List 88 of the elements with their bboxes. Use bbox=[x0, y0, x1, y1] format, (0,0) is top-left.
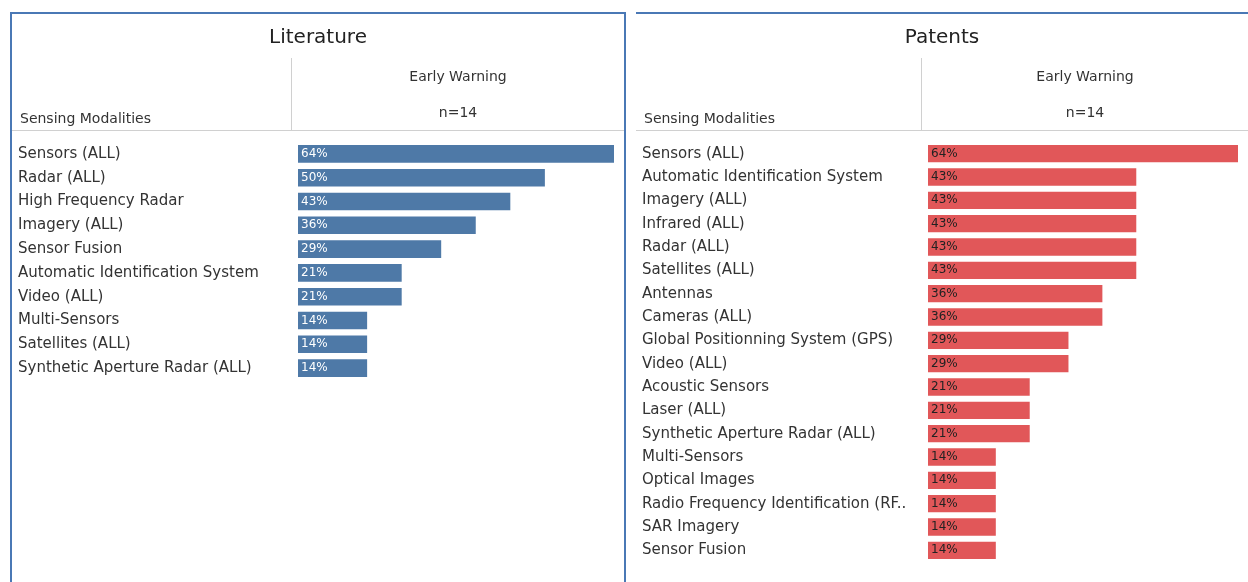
y-tick-label: Acoustic Sensors bbox=[642, 376, 770, 395]
data-label: 64% bbox=[301, 146, 328, 161]
y-tick-label: Sensors (ALL) bbox=[642, 143, 745, 162]
y-axis-title: Sensing Modalities bbox=[12, 58, 292, 130]
y-tick-label: Laser (ALL) bbox=[642, 400, 727, 419]
y-tick-label: Sensor Fusion bbox=[18, 238, 123, 257]
data-label: 21% bbox=[931, 402, 958, 417]
y-tick-label: Radar (ALL) bbox=[642, 236, 730, 255]
data-label: 43% bbox=[301, 193, 328, 208]
y-tick-label: Global Positionning System (GPS) bbox=[642, 330, 894, 349]
data-label: 14% bbox=[931, 495, 958, 510]
y-tick-label: Sensor Fusion bbox=[642, 540, 747, 559]
data-label: 64% bbox=[931, 145, 958, 160]
bar bbox=[928, 308, 1103, 326]
chart-subtitle: n=14 bbox=[437, 104, 479, 120]
y-tick-label: Satellites (ALL) bbox=[18, 334, 131, 353]
y-tick-label: High Frequency Radar bbox=[18, 191, 185, 210]
data-label: 29% bbox=[301, 241, 328, 256]
bar bbox=[928, 285, 1103, 303]
data-label: 50% bbox=[301, 169, 328, 184]
y-tick-label: Infrared (ALL) bbox=[642, 213, 745, 232]
data-label: 36% bbox=[931, 309, 958, 324]
bar bbox=[928, 238, 1137, 256]
bar bbox=[928, 401, 1030, 419]
data-label: 21% bbox=[931, 379, 958, 394]
data-label: 21% bbox=[301, 288, 328, 303]
y-tick-label: Sensors (ALL) bbox=[18, 143, 121, 162]
bar bbox=[928, 448, 996, 466]
y-tick-label: Synthetic Aperture Radar (ALL) bbox=[642, 423, 876, 442]
data-label: 29% bbox=[931, 355, 958, 370]
bar bbox=[928, 191, 1137, 209]
y-tick-label: Cameras (ALL) bbox=[642, 306, 753, 325]
data-label: 43% bbox=[931, 262, 958, 277]
y-tick-label: Video (ALL) bbox=[642, 353, 728, 372]
y-tick-label: Multi-Sensors bbox=[642, 446, 744, 465]
data-label: 21% bbox=[931, 425, 958, 440]
bar bbox=[298, 216, 476, 235]
bar bbox=[928, 378, 1030, 396]
data-label: 14% bbox=[931, 519, 958, 534]
bar bbox=[298, 264, 402, 282]
bar bbox=[298, 168, 545, 187]
data-label: 21% bbox=[301, 265, 328, 280]
bar bbox=[928, 261, 1137, 279]
bar bbox=[298, 335, 368, 354]
y-tick-label: Optical Images bbox=[642, 470, 755, 489]
x-axis-title: Early Warning bbox=[408, 68, 508, 84]
chart-title: Patents bbox=[903, 23, 981, 50]
bar bbox=[298, 145, 614, 163]
bar bbox=[928, 425, 1030, 443]
data-label: 43% bbox=[931, 192, 958, 207]
y-tick-label: Satellites (ALL) bbox=[642, 260, 755, 279]
bar bbox=[298, 359, 368, 377]
data-label: 29% bbox=[931, 332, 958, 347]
bar bbox=[928, 215, 1137, 233]
chart-title: Literature bbox=[268, 23, 368, 50]
bar bbox=[298, 287, 402, 306]
data-label: 14% bbox=[931, 542, 958, 557]
y-tick-label: Synthetic Aperture Radar (ALL) bbox=[18, 357, 252, 376]
bar bbox=[928, 168, 1137, 186]
y-tick-label: Radio Frequency Identification (RF.. bbox=[642, 493, 907, 512]
data-label: 14% bbox=[931, 472, 958, 487]
y-tick-label: Automatic Identification System bbox=[18, 262, 259, 281]
data-label: 14% bbox=[931, 449, 958, 464]
y-tick-label: Radar (ALL) bbox=[18, 167, 106, 186]
data-label: 36% bbox=[931, 285, 958, 300]
y-tick-label: Antennas bbox=[642, 283, 714, 302]
data-label: 14% bbox=[301, 312, 328, 327]
y-tick-label: Multi-Sensors bbox=[18, 310, 120, 329]
data-label: 43% bbox=[931, 215, 958, 230]
chart-subtitle: n=14 bbox=[1064, 104, 1106, 120]
y-tick-label: SAR Imagery bbox=[642, 516, 740, 535]
y-axis-title: Sensing Modalities bbox=[636, 58, 922, 130]
y-tick-label: Imagery (ALL) bbox=[18, 215, 124, 234]
bar bbox=[928, 145, 1238, 163]
bar bbox=[928, 331, 1069, 349]
x-axis-title: Early Warning bbox=[1035, 68, 1135, 84]
data-label: 43% bbox=[931, 239, 958, 254]
y-tick-label: Automatic Identification System bbox=[642, 166, 883, 185]
data-label: 43% bbox=[931, 169, 958, 184]
y-tick-label: Imagery (ALL) bbox=[642, 190, 748, 209]
bar bbox=[928, 518, 996, 536]
data-label: 14% bbox=[301, 360, 328, 375]
bar bbox=[928, 355, 1069, 373]
data-label: 36% bbox=[301, 217, 328, 232]
bar bbox=[298, 240, 442, 258]
y-tick-label: Video (ALL) bbox=[18, 286, 104, 305]
data-label: 14% bbox=[301, 336, 328, 351]
bar bbox=[298, 192, 511, 211]
